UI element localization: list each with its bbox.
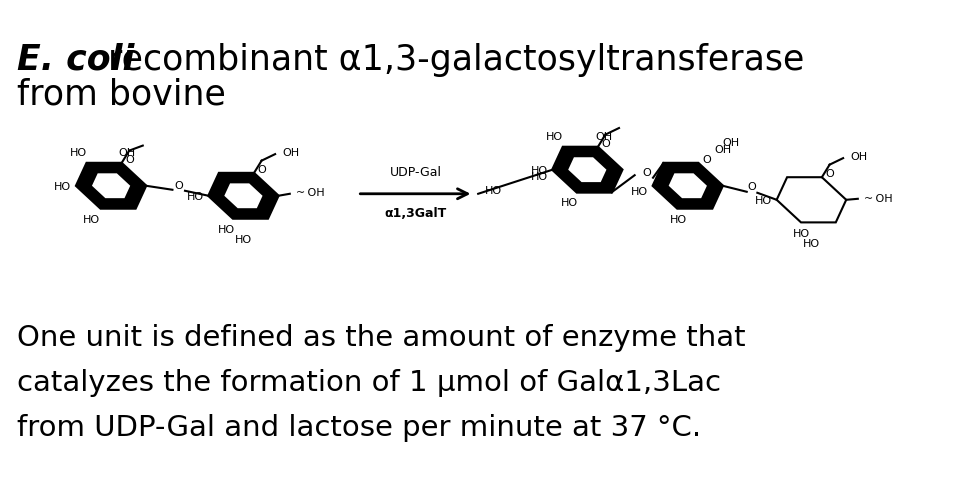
Text: HO: HO: [83, 215, 100, 225]
Polygon shape: [76, 164, 146, 209]
Polygon shape: [553, 148, 622, 193]
Text: HO: HO: [54, 181, 71, 191]
Text: O: O: [747, 181, 756, 191]
Text: HO: HO: [631, 186, 648, 196]
Text: ~ OH: ~ OH: [296, 187, 325, 197]
Polygon shape: [209, 174, 278, 219]
Text: OH: OH: [595, 131, 612, 141]
Text: HO: HO: [669, 215, 687, 225]
Polygon shape: [224, 184, 263, 209]
Text: from bovine: from bovine: [17, 78, 226, 112]
Text: O: O: [826, 169, 835, 179]
Text: ~ OH: ~ OH: [864, 193, 893, 203]
Text: α1,3GalT: α1,3GalT: [384, 207, 446, 220]
Text: OH: OH: [851, 152, 868, 162]
Text: HO: HO: [70, 147, 87, 157]
Text: HO: HO: [793, 229, 810, 239]
Text: HO: HO: [560, 198, 578, 208]
Text: OH: OH: [283, 148, 300, 158]
Text: HO: HO: [530, 165, 548, 175]
Text: HO: HO: [485, 185, 502, 195]
Text: HO: HO: [186, 191, 204, 201]
Text: E. coli: E. coli: [17, 43, 135, 77]
Text: from UDP-Gal and lactose per minute at 37 °C.: from UDP-Gal and lactose per minute at 3…: [17, 413, 701, 441]
Text: O: O: [702, 155, 711, 165]
Text: OH: OH: [119, 147, 136, 157]
Text: recombinant α1,3-galactosyltransferase: recombinant α1,3-galactosyltransferase: [97, 43, 804, 77]
Text: catalyzes the formation of 1 μmol of Galα1,3Lac: catalyzes the formation of 1 μmol of Gal…: [17, 368, 722, 396]
Polygon shape: [668, 174, 707, 199]
Text: OH: OH: [723, 138, 740, 148]
Text: O: O: [602, 139, 611, 149]
Text: O: O: [258, 165, 267, 175]
Text: One unit is defined as the amount of enzyme that: One unit is defined as the amount of enz…: [17, 323, 746, 351]
Text: O: O: [126, 155, 134, 165]
Text: O: O: [175, 180, 184, 190]
Text: HO: HO: [530, 171, 548, 181]
Polygon shape: [92, 174, 130, 199]
Text: HO: HO: [546, 131, 563, 141]
Polygon shape: [653, 164, 723, 209]
Text: UDP-Gal: UDP-Gal: [389, 165, 441, 178]
Text: HO: HO: [218, 225, 236, 235]
Text: OH: OH: [714, 145, 731, 155]
Text: O: O: [642, 167, 652, 177]
Text: HO: HO: [754, 195, 772, 205]
Text: HO: HO: [803, 239, 820, 249]
Text: HO: HO: [235, 235, 252, 245]
Polygon shape: [568, 158, 607, 183]
